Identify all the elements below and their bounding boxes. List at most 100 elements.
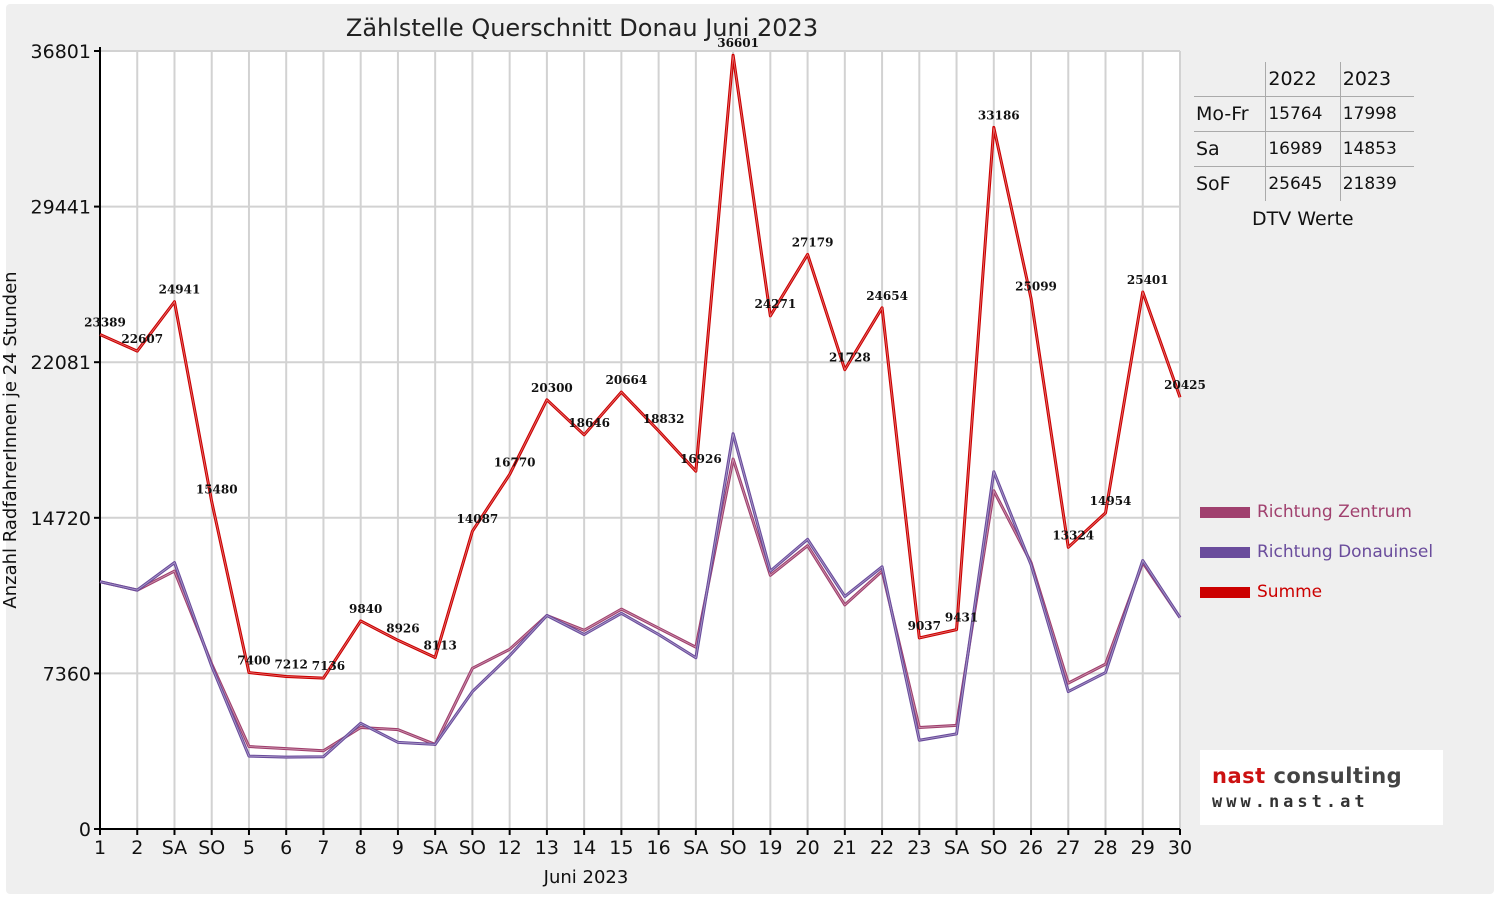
series-line bbox=[99, 53, 1182, 680]
plot-background bbox=[100, 51, 1180, 829]
legend-label: Richtung Donauinsel bbox=[1257, 542, 1434, 562]
x-tick-label: 28 bbox=[1093, 837, 1117, 859]
data-label: 15480 bbox=[196, 483, 238, 497]
data-label: 33186 bbox=[978, 108, 1020, 122]
data-label: 22607 bbox=[121, 332, 163, 346]
x-tick-label: 5 bbox=[243, 837, 255, 859]
data-label: 13324 bbox=[1052, 528, 1094, 542]
dtv-value-2023: 14853 bbox=[1340, 131, 1414, 167]
dtv-header-2023: 2023 bbox=[1342, 68, 1392, 90]
y-tick-label: 22081 bbox=[31, 352, 91, 374]
dtv-table: 2022 2023 Mo-Fr 15764 17998 Sa 16989 148… bbox=[1194, 62, 1414, 201]
data-label: 9037 bbox=[908, 619, 941, 633]
data-label: 20300 bbox=[531, 381, 573, 395]
dtv-row: Sa 16989 14853 bbox=[1194, 131, 1414, 167]
x-tick-label: 12 bbox=[498, 837, 522, 859]
x-tick-label: SA bbox=[162, 837, 187, 859]
legend-swatch bbox=[1200, 586, 1250, 598]
data-label: 20664 bbox=[606, 373, 648, 387]
x-tick-label: 19 bbox=[758, 837, 782, 859]
data-label: 9431 bbox=[945, 611, 978, 625]
x-tick-label: 27 bbox=[1056, 837, 1080, 859]
data-label: 18646 bbox=[568, 416, 610, 430]
data-label: 36601 bbox=[717, 36, 759, 50]
x-tick-label: 30 bbox=[1168, 837, 1192, 859]
dtv-value-2023: 17998 bbox=[1340, 96, 1414, 132]
y-axis-label: Anzahl RadfahrerInnen je 24 Stunden bbox=[0, 271, 21, 608]
x-tick-label: 8 bbox=[355, 837, 367, 859]
logo-url: www.nast.at bbox=[1212, 792, 1369, 812]
series-line bbox=[99, 432, 1182, 759]
x-tick-label: 14 bbox=[572, 837, 596, 859]
legend-swatch bbox=[1200, 506, 1250, 518]
dtv-row-label: SoF bbox=[1194, 166, 1267, 201]
dtv-caption: DTV Werte bbox=[1252, 208, 1354, 230]
dtv-row: SoF 25645 21839 bbox=[1194, 166, 1414, 201]
x-tick-label: SA bbox=[422, 837, 447, 859]
data-label: 9840 bbox=[349, 602, 382, 616]
x-tick-label: SO bbox=[720, 837, 747, 859]
data-label: 16770 bbox=[494, 455, 536, 469]
x-tick-label: 15 bbox=[609, 837, 633, 859]
dtv-value-2022: 25645 bbox=[1265, 166, 1341, 201]
x-tick-label: 13 bbox=[535, 837, 559, 859]
dtv-row-label: Sa bbox=[1194, 131, 1267, 167]
data-label: 14087 bbox=[457, 512, 499, 526]
dtv-row-label: Mo-Fr bbox=[1194, 96, 1267, 132]
x-tick-label: 1 bbox=[94, 837, 106, 859]
data-label: 18832 bbox=[643, 412, 685, 426]
data-label: 7400 bbox=[237, 654, 270, 668]
x-tick-label: 22 bbox=[870, 837, 894, 859]
dtv-value-2022: 16989 bbox=[1265, 131, 1341, 167]
x-tick-label: 21 bbox=[833, 837, 857, 859]
x-tick-label: 6 bbox=[280, 837, 292, 859]
data-label: 25099 bbox=[1015, 279, 1057, 293]
logo-name-part1: nast bbox=[1212, 764, 1266, 788]
data-label: 24941 bbox=[159, 283, 201, 297]
y-tick-label: 14720 bbox=[31, 508, 91, 530]
data-label: 7212 bbox=[275, 658, 308, 672]
logo-name: nast consulting bbox=[1212, 764, 1402, 788]
x-tick-label: SO bbox=[980, 837, 1007, 859]
data-label: 20425 bbox=[1164, 378, 1206, 392]
data-label: 16926 bbox=[680, 452, 722, 466]
legend: Richtung Zentrum Richtung Donauinsel Sum… bbox=[1200, 492, 1433, 612]
legend-swatch bbox=[1200, 546, 1250, 558]
legend-label: Summe bbox=[1257, 582, 1323, 602]
data-label: 8113 bbox=[423, 638, 456, 652]
data-label: 21728 bbox=[829, 351, 871, 365]
x-tick-label: 23 bbox=[907, 837, 931, 859]
y-tick-label: 7360 bbox=[43, 663, 91, 685]
x-tick-label: 9 bbox=[392, 837, 404, 859]
dtv-value-2023: 21839 bbox=[1340, 166, 1414, 201]
x-tick-label: 29 bbox=[1131, 837, 1155, 859]
series-line-highlight bbox=[99, 433, 1181, 758]
legend-item-donauinsel: Richtung Donauinsel bbox=[1200, 532, 1433, 572]
x-tick-label: 16 bbox=[647, 837, 671, 859]
series-line bbox=[99, 457, 1182, 753]
x-tick-label: 2 bbox=[131, 837, 143, 859]
data-label: 24654 bbox=[866, 289, 908, 303]
series-line-highlight bbox=[99, 457, 1181, 752]
x-tick-label: SO bbox=[459, 837, 486, 859]
data-label: 7136 bbox=[312, 659, 345, 673]
x-tick-label: SA bbox=[683, 837, 708, 859]
y-tick-label: 0 bbox=[79, 819, 91, 841]
x-axis-label: Juni 2023 bbox=[543, 867, 629, 888]
x-tick-label: 26 bbox=[1019, 837, 1043, 859]
legend-item-summe: Summe bbox=[1200, 572, 1433, 612]
dtv-value-2022: 15764 bbox=[1265, 96, 1341, 132]
y-tick-label: 29441 bbox=[31, 197, 91, 219]
dtv-header-2022: 2022 bbox=[1265, 62, 1341, 97]
dtv-header-row: 2022 2023 bbox=[1194, 62, 1414, 97]
x-tick-label: SO bbox=[198, 837, 225, 859]
x-tick-label: 7 bbox=[317, 837, 329, 859]
series-line-highlight bbox=[99, 55, 1181, 679]
y-tick-label: 36801 bbox=[31, 41, 91, 63]
x-tick-label: 20 bbox=[795, 837, 819, 859]
x-tick-label: SA bbox=[944, 837, 969, 859]
company-logo: nast consulting www.nast.at bbox=[1200, 750, 1443, 825]
data-label: 14954 bbox=[1090, 494, 1132, 508]
data-label: 25401 bbox=[1127, 273, 1169, 287]
